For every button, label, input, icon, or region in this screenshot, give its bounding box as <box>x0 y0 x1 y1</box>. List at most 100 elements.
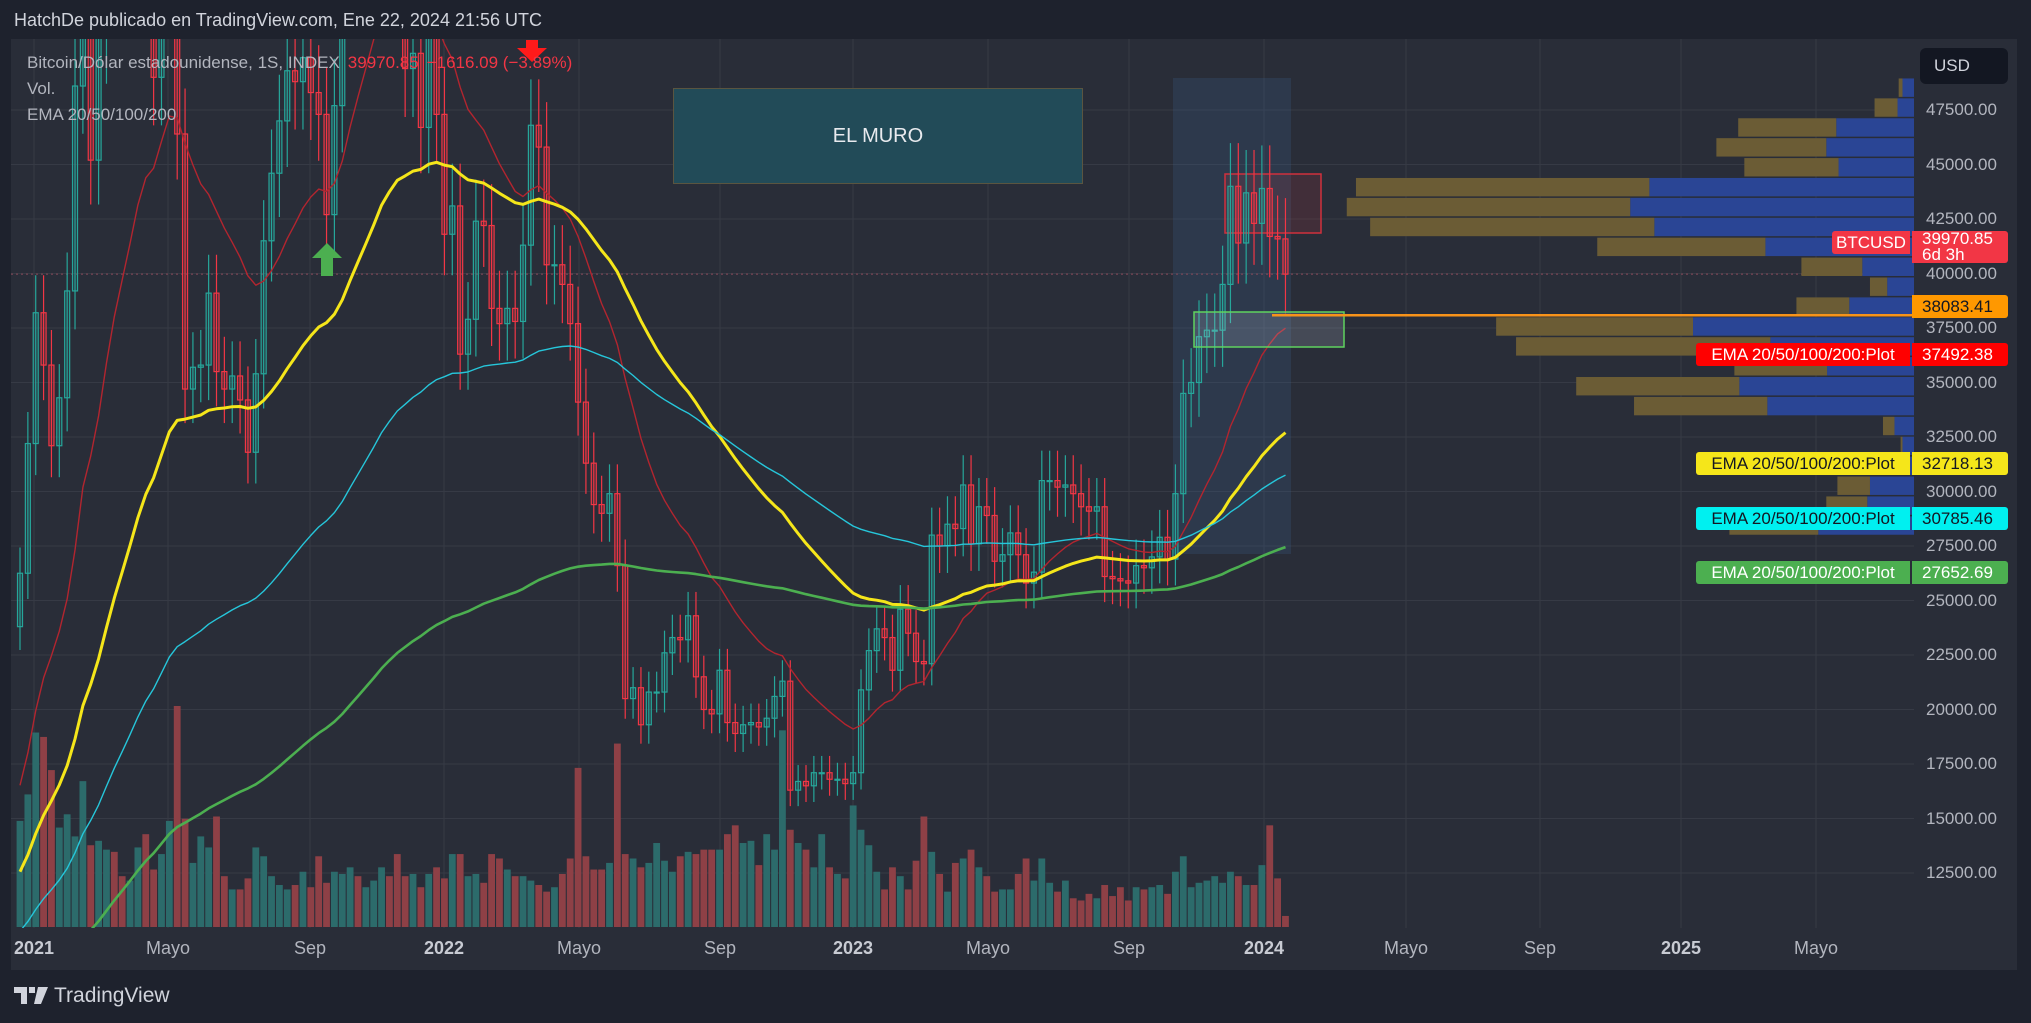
volume-bar <box>1085 893 1093 927</box>
candle-body <box>574 323 582 403</box>
volume-bar <box>472 873 480 927</box>
symbol-legend[interactable]: Bitcoin/Dólar estadounidense, 1S, INDEX 3… <box>27 53 572 73</box>
el-muro-annotation-box[interactable]: EL MURO <box>673 88 1083 184</box>
volume-bar <box>16 820 24 927</box>
candle-body <box>433 39 440 115</box>
candle-body <box>1046 480 1053 483</box>
candle-body <box>527 124 535 246</box>
volume-bar <box>1164 893 1171 927</box>
candle-body <box>213 292 220 373</box>
volume-bar <box>519 876 527 927</box>
volume-profile-up-bar <box>1826 138 1914 157</box>
volume-bar <box>881 889 888 927</box>
volume-profile-down-bar <box>1355 177 1650 197</box>
volume-profile-down-bar <box>1744 158 1839 177</box>
candle-body <box>1038 480 1045 573</box>
volume-bar <box>291 885 299 927</box>
candle-body <box>810 772 817 787</box>
time-tick-label: Mayo <box>145 938 191 958</box>
volume-bar <box>904 889 912 927</box>
volume-bar <box>331 871 338 927</box>
ema-200-line <box>90 545 1286 928</box>
volume-profile-down-bar <box>1370 217 1655 237</box>
volume-bar <box>1046 882 1054 927</box>
volume-bar <box>134 847 142 927</box>
volume-bar <box>983 876 991 927</box>
candle-body <box>535 124 542 148</box>
candle-body <box>826 772 833 780</box>
volume-bar <box>896 876 904 927</box>
volume-bar <box>244 878 252 927</box>
ema-legend[interactable]: EMA 20/50/100/200 <box>27 105 177 124</box>
volume-legend[interactable]: Vol. <box>27 79 56 98</box>
candle-body <box>967 484 975 545</box>
volume-bar <box>849 805 857 927</box>
candle-body <box>661 652 668 693</box>
volume-bar <box>700 849 708 927</box>
volume-bar <box>370 880 378 927</box>
volume-bar <box>1234 876 1242 927</box>
ema-20-line <box>19 39 1286 786</box>
candle-body <box>150 39 157 78</box>
time-tick-label: Mayo <box>1793 938 1839 958</box>
candle-body <box>464 318 472 355</box>
volume-profile-up-bar <box>1693 317 1914 336</box>
candle-body <box>905 608 912 634</box>
price-label-name: EMA 20/50/100/200:Plot <box>1696 507 1910 530</box>
volume-profile-up-bar <box>1630 197 1914 217</box>
support-box <box>1193 311 1345 348</box>
volume-bar <box>779 730 786 927</box>
price-label-value: 38083.41 <box>1912 295 2008 318</box>
candle-body <box>1164 536 1171 560</box>
volume-bar <box>1227 871 1234 927</box>
bar-countdown: 6d 3h <box>1922 245 1965 263</box>
volume-bar <box>582 856 590 927</box>
volume-bar <box>763 834 771 927</box>
time-tick-label: 2021 <box>13 938 55 958</box>
volume-bar <box>63 814 71 927</box>
candle-body <box>1085 506 1093 512</box>
candle-body <box>504 307 511 325</box>
volume-bar <box>1242 885 1250 927</box>
candle-body <box>307 57 314 94</box>
volume-bar <box>857 829 865 927</box>
candle-body <box>960 484 967 530</box>
volume-bar <box>205 847 213 927</box>
volume-profile-up-bar <box>1767 396 1914 416</box>
candle-body <box>677 636 684 641</box>
volume-bar <box>283 889 291 927</box>
candle-body <box>292 70 299 83</box>
candle-body <box>818 772 825 775</box>
volume-profile-down-bar <box>1882 416 1895 436</box>
candle-body <box>842 778 849 785</box>
candle-body <box>174 39 181 135</box>
volume-bar <box>299 871 307 927</box>
candle-body <box>1258 187 1265 224</box>
candle-body <box>684 615 692 641</box>
candle-body <box>1219 283 1226 331</box>
candle-body <box>724 669 731 724</box>
volume-bar <box>661 860 668 927</box>
volume-bar <box>197 836 205 927</box>
volume-bar <box>818 834 826 927</box>
volume-bar <box>1109 896 1116 927</box>
candle-body <box>441 113 448 235</box>
volume-bar <box>268 876 275 927</box>
volume-bars <box>16 706 1289 927</box>
volume-profile-up-bar <box>1862 257 1914 276</box>
volume-bar <box>260 856 268 927</box>
currency-button[interactable]: USD <box>1920 48 2008 84</box>
volume-bar <box>1101 885 1109 927</box>
volume-bar <box>794 843 802 927</box>
price-value: 27652.69 <box>1922 563 1993 582</box>
volume-profile-down-bar <box>1634 396 1768 416</box>
volume-profile-down-bar <box>1738 118 1837 137</box>
tradingview-logo[interactable]: TradingView <box>14 984 170 1008</box>
candle-body <box>1054 480 1061 488</box>
candle-body <box>480 220 487 227</box>
volume-bar <box>417 887 425 927</box>
volume-bar <box>1069 898 1077 927</box>
volume-bar <box>32 732 40 927</box>
candle-body <box>936 534 943 547</box>
volume-bar <box>724 834 731 927</box>
